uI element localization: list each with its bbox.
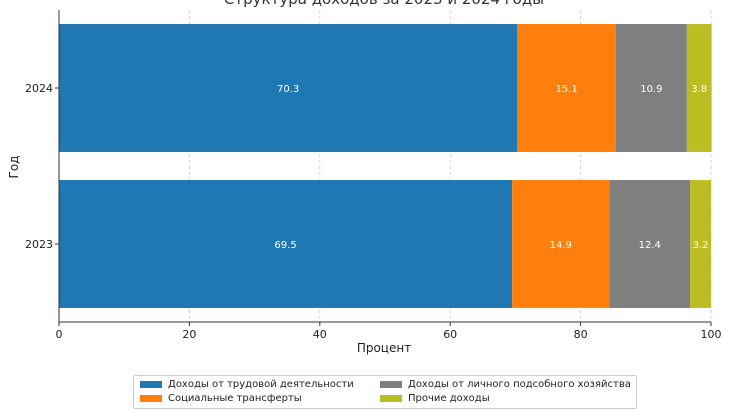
y-axis-label: Год (7, 156, 21, 179)
bar-segment (512, 180, 610, 308)
x-tick-label: 0 (56, 328, 63, 341)
bar-value-label: 70.3 (277, 84, 299, 95)
y-tick-label: 2023 (25, 238, 53, 251)
legend-label-household: Доходы от личного подсобного хозяйства (408, 379, 631, 390)
legend-label-other: Прочие доходы (408, 393, 490, 404)
chart: Структура доходов за 2023 и 2024 годы 70… (7, 0, 722, 409)
bar-segment (59, 24, 518, 152)
legend-swatch-household (380, 381, 402, 388)
legend-label-labor: Доходы от трудовой деятельности (168, 379, 354, 390)
bar-segment (517, 24, 616, 152)
x-tick-label: 40 (313, 328, 327, 341)
x-tick-label: 20 (182, 328, 196, 341)
legend-item-social: Социальные трансферты (140, 393, 302, 404)
bar-value-label: 10.9 (640, 84, 662, 95)
bar-value-label: 69.5 (274, 240, 296, 251)
legend-item-other: Прочие доходы (380, 393, 490, 404)
x-tick-label: 100 (701, 328, 722, 341)
bar-value-label: 3.8 (691, 84, 707, 95)
legend-swatch-social (140, 395, 162, 402)
bar-segment (59, 180, 513, 308)
bar-segment (615, 24, 687, 152)
legend-item-labor: Доходы от трудовой деятельности (140, 379, 354, 390)
legend: Доходы от трудовой деятельности Социальн… (133, 375, 637, 409)
chart-svg: Структура доходов за 2023 и 2024 годы 70… (7, 0, 722, 355)
x-axis-label: Процент (357, 341, 411, 355)
bar-value-label: 15.1 (555, 84, 577, 95)
bar-value-label: 3.2 (693, 240, 709, 251)
x-tick-label: 80 (574, 328, 588, 341)
legend-swatch-labor (140, 381, 162, 388)
bar-value-label: 12.4 (639, 240, 661, 251)
chart-title: Структура доходов за 2023 и 2024 годы (224, 0, 544, 8)
legend-item-household: Доходы от личного подсобного хозяйства (380, 379, 631, 390)
legend-swatch-other (380, 395, 402, 402)
x-tick-label: 60 (443, 328, 457, 341)
bar-segment (686, 24, 712, 152)
axes-layer: 0 20 40 60 80 100 2024 2023 (25, 10, 722, 341)
y-tick-label: 2024 (25, 82, 53, 95)
legend-label-social: Социальные трансферты (168, 393, 302, 404)
bars-layer: 70.3 15.1 10.9 3.8 69.5 14.9 12.4 3.2 (59, 24, 712, 308)
bar-segment (690, 180, 711, 308)
bar-value-label: 14.9 (550, 240, 572, 251)
bar-segment (609, 180, 691, 308)
